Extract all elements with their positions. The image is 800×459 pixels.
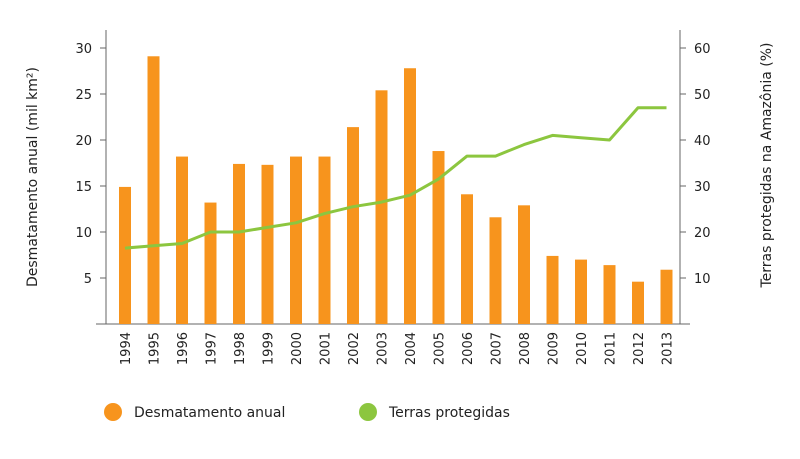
x-tick-label: 2002 (347, 332, 362, 365)
x-tick-label: 1996 (176, 332, 191, 365)
bars (119, 56, 673, 325)
bar-1998 (233, 163, 245, 324)
right-axis-title: Terras protegidas na Amazônia (%) (759, 43, 775, 289)
left-tick-label: 15 (75, 180, 92, 195)
left-tick-label: 20 (75, 134, 92, 149)
bar-2011 (603, 265, 616, 324)
right-tick-label: 10 (694, 272, 711, 287)
right-y-ticks: 10 20 30 40 50 60 (680, 42, 711, 287)
x-tick-label: 2012 (632, 332, 647, 365)
x-tick-label: 2003 (376, 332, 391, 365)
x-tick-label: 2010 (575, 332, 590, 365)
x-tick-label: 2007 (490, 332, 505, 365)
bar-2000 (290, 156, 302, 324)
line-terras-protegidas (124, 106, 667, 250)
bar-2002 (347, 127, 359, 325)
bar-1994 (119, 186, 131, 324)
x-tick-label: 2009 (547, 332, 562, 365)
bar-1995 (147, 56, 160, 324)
x-ticks: 1994 1995 1996 1997 1998 1999 2000 2001 2002 2003… (119, 332, 676, 365)
legend-label-terras: Terras protegidas (388, 405, 510, 421)
line-series (124, 106, 667, 250)
bar-2010 (575, 259, 587, 324)
bar-2013 (660, 269, 673, 324)
left-tick-label: 25 (75, 88, 92, 103)
x-tick-label: 2011 (604, 332, 619, 365)
x-tick-label: 1995 (148, 332, 163, 365)
legend: Desmatamento anual Terras protegidas (104, 403, 510, 421)
x-tick-label: 2006 (461, 332, 476, 365)
left-y-ticks: 5 10 15 20 25 30 (75, 42, 106, 287)
x-tick-label: 1994 (119, 332, 134, 365)
bar-2012 (632, 281, 644, 324)
bar-1997 (204, 202, 217, 324)
x-tick-label: 2000 (290, 332, 305, 365)
left-axis-title: Desmatamento anual (mil km²) (25, 67, 41, 287)
x-tick-label: 2013 (661, 332, 676, 365)
x-tick-label: 1997 (205, 332, 220, 365)
x-tick-label: 2008 (518, 332, 533, 365)
bar-1996 (176, 156, 188, 324)
bar-1999 (261, 164, 274, 324)
legend-marker-terras (359, 403, 377, 421)
right-tick-label: 30 (694, 180, 711, 195)
legend-label-desmatamento: Desmatamento anual (134, 405, 285, 421)
right-tick-label: 60 (694, 42, 711, 57)
bar-2008 (518, 205, 530, 324)
right-tick-label: 40 (694, 134, 711, 149)
left-tick-label: 30 (75, 42, 92, 57)
left-tick-label: 10 (75, 226, 92, 241)
right-tick-label: 20 (694, 226, 711, 241)
x-tick-label: 1998 (233, 332, 248, 365)
bar-2009 (546, 255, 559, 324)
left-tick-label: 5 (84, 272, 92, 287)
bar-2003 (375, 90, 388, 324)
bar-2006 (461, 194, 473, 324)
right-tick-label: 50 (694, 88, 711, 103)
x-tick-label: 1999 (262, 332, 277, 365)
x-tick-label: 2001 (319, 332, 334, 365)
bar-2007 (489, 217, 502, 324)
legend-marker-desmatamento (104, 403, 122, 421)
x-tick-label: 2005 (433, 332, 448, 365)
bar-2001 (318, 156, 331, 324)
bar-2005 (432, 151, 445, 324)
x-tick-label: 2004 (404, 332, 419, 365)
